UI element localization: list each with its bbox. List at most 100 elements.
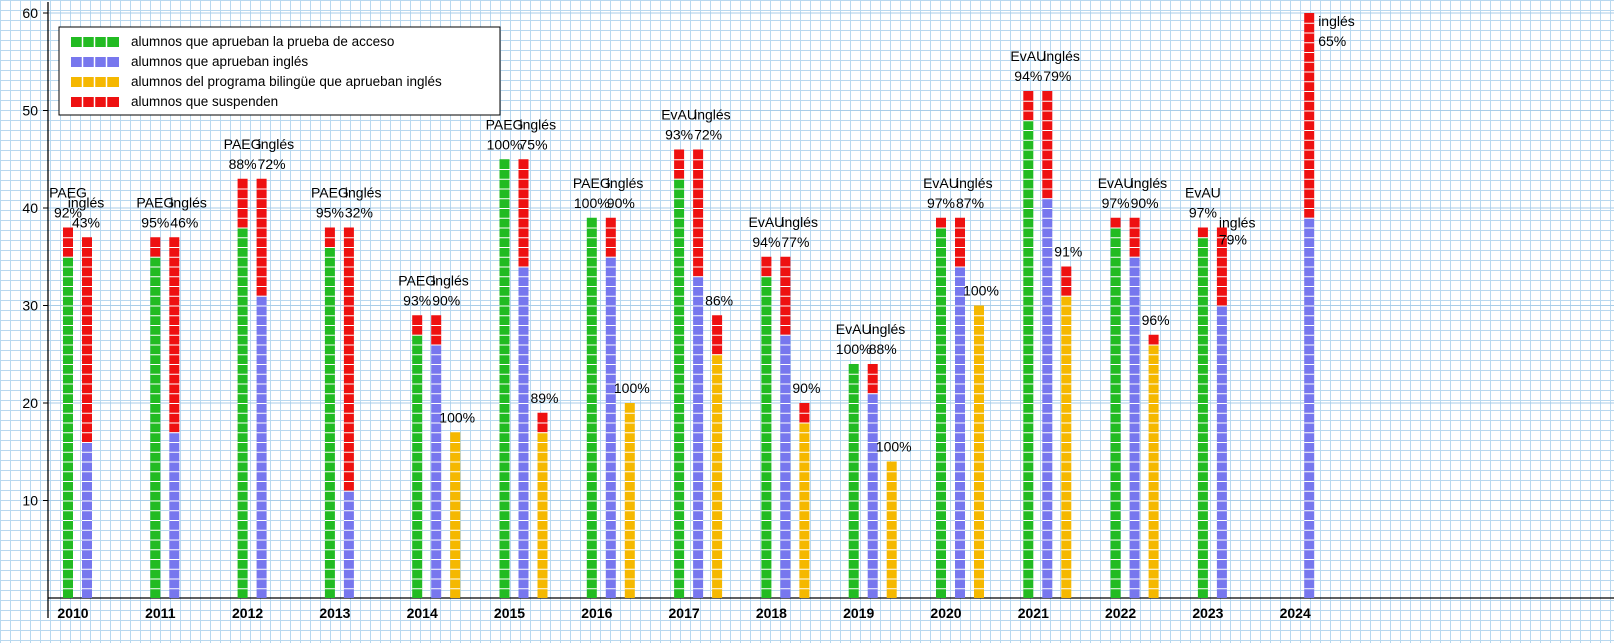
bar-access-2017 (674, 149, 685, 598)
bar-segment-fail (867, 364, 878, 394)
bar-annotation: 75% (520, 136, 548, 152)
y-tick-label: 40 (22, 200, 38, 216)
bar-access-2016 (586, 217, 597, 598)
bar-segment-pass (1061, 295, 1072, 598)
y-tick-label: 20 (22, 395, 38, 411)
legend-item-pass-access: alumnos que aprueban la prueba de acceso (71, 34, 394, 49)
bar-annotation: 100% (439, 409, 475, 425)
bar-annotation: 89% (530, 390, 558, 406)
bar-annotation: 100% (574, 195, 610, 211)
legend-box (58, 26, 501, 116)
bar-annotation: inglés (258, 136, 295, 152)
bar-bilingual-2019 (886, 461, 897, 598)
y-tick-label: 30 (22, 298, 38, 314)
bar-segment-fail (1023, 91, 1034, 121)
bar-segment-fail (936, 217, 946, 228)
legend: alumnos que aprueban la prueba de acceso… (58, 26, 501, 116)
x-tick-label: 2015 (494, 605, 525, 621)
bar-segment-fail (955, 217, 965, 267)
bar-annotation: 97% (1102, 195, 1130, 211)
bar-annotation: EvAU (923, 175, 959, 191)
major-grid (48, 12, 1614, 501)
bar-english-2021 (1042, 91, 1053, 598)
bar-annotation: 100% (487, 136, 523, 152)
bar-annotation: inglés (432, 272, 469, 288)
bar-segment-pass (780, 334, 791, 598)
bar-english-2024 (1304, 13, 1315, 598)
bar-annotation: 77% (781, 234, 809, 250)
bar-annotation: 95% (316, 205, 344, 221)
bar-segment-pass (150, 256, 161, 598)
bar-annotation: EvAU (1185, 185, 1221, 201)
bar-segment-fail (237, 178, 248, 228)
bar-annotation: inglés (956, 175, 993, 191)
bar-annotation: 100% (836, 341, 872, 357)
bar-segment-pass (412, 334, 423, 598)
bar-segment-fail (1042, 91, 1053, 199)
bar-segment-fail (674, 149, 685, 179)
bar-english-2019 (867, 364, 878, 598)
bar-english-2023 (1216, 227, 1227, 598)
bar-access-2018 (761, 256, 772, 598)
bar-english-2015 (518, 159, 529, 598)
bar-segment-pass (1197, 237, 1208, 598)
bars (63, 13, 1315, 598)
bar-segment-fail (82, 237, 92, 442)
bar-segment-pass (343, 490, 354, 598)
bar-annotation: PAEG (49, 185, 87, 201)
bar-access-2014 (412, 315, 423, 598)
bar-english-2020 (955, 217, 965, 598)
bar-english-2013 (343, 227, 354, 598)
bar-segment-fail (343, 227, 354, 491)
bar-access-2013 (324, 227, 335, 598)
bar-segment-pass (537, 432, 548, 598)
bar-english-2016 (605, 217, 616, 598)
legend-item-pass-english: alumnos que aprueban inglés (71, 54, 308, 69)
bar-annotation: 72% (258, 156, 286, 172)
bar-annotation: 97% (927, 195, 955, 211)
bar-access-2011 (150, 237, 161, 598)
x-tick-label: 2017 (669, 605, 700, 621)
bar-access-2021 (1023, 91, 1034, 598)
y-tick-label: 10 (22, 493, 38, 509)
x-tick-label: 2021 (1018, 605, 1049, 621)
bar-access-2019 (848, 364, 859, 598)
bar-access-2012 (237, 178, 248, 598)
bar-segment-fail (63, 227, 73, 257)
bar-english-2022 (1129, 217, 1140, 598)
bar-annotation: PAEG (311, 185, 349, 201)
y-tick-label: 50 (22, 103, 38, 119)
bar-annotation: inglés (1318, 13, 1355, 29)
bar-segment-pass (586, 217, 597, 598)
bar-annotation: inglés (1043, 48, 1080, 64)
bar-annotation: EvAU (661, 107, 697, 123)
bar-annotation: 94% (1014, 68, 1042, 84)
bar-annotation: PAEG (136, 194, 174, 210)
bar-annotation: 100% (963, 283, 999, 299)
bar-annotation: EvAU (1098, 175, 1134, 191)
bar-annotation: 97% (1189, 205, 1217, 221)
bar-english-2018 (780, 256, 791, 598)
bar-bilingual-2018 (799, 403, 810, 598)
bar-segment-pass (1042, 198, 1053, 598)
bar-annotation: 93% (665, 127, 693, 143)
bar-bilingual-2016 (624, 403, 635, 598)
bar-annotation: 72% (694, 127, 722, 143)
bar-english-2010 (82, 237, 92, 598)
bar-annotation: 91% (1054, 244, 1082, 260)
bar-segment-pass (1304, 217, 1315, 598)
axes (47, 2, 1614, 618)
x-tick-label: 2018 (756, 605, 787, 621)
legend-label: alumnos que aprueban inglés (131, 54, 308, 69)
bar-annotation: 46% (170, 214, 198, 230)
bar-segment-pass (712, 354, 723, 598)
bar-annotation: 88% (869, 341, 897, 357)
x-tick-labels: 2010 2011 2012 2013 2014 2015 2016 2017 2018 2019… (57, 605, 1311, 621)
bar-segment-fail (1061, 266, 1072, 296)
bar-annotation: 94% (752, 234, 780, 250)
bar-annotation: EvAU (836, 321, 872, 337)
legend-item-bilingual: alumnos del programa bilingüe que aprueb… (71, 74, 442, 89)
bar-annotation: 90% (1131, 195, 1159, 211)
bar-annotation: 96% (1142, 312, 1170, 328)
